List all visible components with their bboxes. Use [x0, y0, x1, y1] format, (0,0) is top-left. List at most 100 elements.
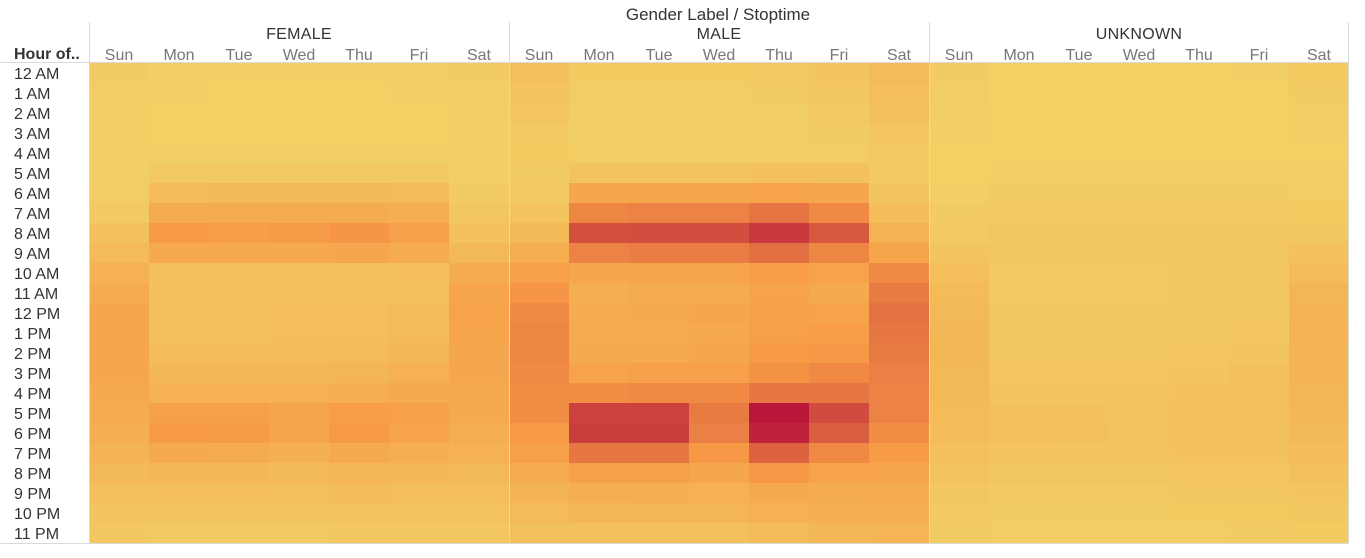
heatmap-cell: [89, 283, 149, 303]
heatmap-cell: [269, 483, 329, 503]
heatmap-cell: [1229, 483, 1289, 503]
heatmap-cell: [269, 523, 329, 543]
hour-label: 12 AM: [14, 66, 59, 83]
heatmap-cell: [689, 423, 749, 443]
heatmap-cell: [149, 383, 209, 403]
heatmap-cell: [929, 163, 989, 183]
heatmap-cell: [869, 223, 929, 243]
heatmap-cell: [869, 303, 929, 323]
heatmap-cell: [869, 243, 929, 263]
day-label: Mon: [583, 47, 614, 64]
heatmap-cell: [1229, 343, 1289, 363]
hour-label: 1 PM: [14, 326, 51, 343]
heatmap-cell: [509, 503, 569, 523]
heatmap-cell: [929, 443, 989, 463]
day-label: Wed: [283, 47, 316, 64]
heatmap-cell: [989, 183, 1049, 203]
heatmap-cell: [809, 403, 869, 423]
heatmap-cell: [569, 123, 629, 143]
hour-label: 3 AM: [14, 126, 50, 143]
heatmap-cell: [209, 143, 269, 163]
day-label: Sat: [467, 47, 492, 64]
heatmap-cell: [749, 503, 809, 523]
heatmap-cell: [269, 403, 329, 423]
heatmap-cell: [329, 103, 389, 123]
hour-label: 3 PM: [14, 366, 51, 383]
heatmap-cell: [749, 383, 809, 403]
heatmap-cell: [629, 363, 689, 383]
heatmap-cell: [1169, 103, 1229, 123]
heatmap-cell: [1229, 143, 1289, 163]
heatmap-cell: [1049, 103, 1109, 123]
heatmap-cell: [809, 263, 869, 283]
heatmap-cell: [209, 123, 269, 143]
heatmap-cell: [209, 503, 269, 523]
heatmap-cell: [869, 443, 929, 463]
heatmap-cell: [1229, 323, 1289, 343]
heatmap-cell: [809, 503, 869, 523]
heatmap-cell: [629, 523, 689, 543]
heatmap-cell: [1229, 163, 1289, 183]
heatmap-cell: [89, 143, 149, 163]
heatmap-cell: [929, 263, 989, 283]
heatmap-cell: [509, 463, 569, 483]
group-dividers: [0, 22, 1349, 544]
heatmap-cell: [1289, 363, 1349, 383]
heatmap-cell: [569, 463, 629, 483]
heatmap-cell: [1049, 243, 1109, 263]
heatmap-cell: [1169, 183, 1229, 203]
heatmap-cell: [509, 143, 569, 163]
heatmap-cell: [149, 63, 209, 83]
heatmap-cell: [1109, 363, 1169, 383]
heatmap-cell: [1289, 443, 1349, 463]
heatmap-cell: [569, 243, 629, 263]
heatmap-cell: [209, 423, 269, 443]
heatmap-cell: [209, 363, 269, 383]
heatmap-cell: [1289, 183, 1349, 203]
heatmap-cell: [1169, 503, 1229, 523]
heatmap-cell: [929, 203, 989, 223]
heatmap-cell: [449, 323, 509, 343]
heatmap-cell: [629, 383, 689, 403]
heatmap-cell: [689, 223, 749, 243]
heatmap-cell: [629, 163, 689, 183]
hour-label: 8 PM: [14, 466, 51, 483]
heatmap-cell: [389, 143, 449, 163]
heatmap-cell: [269, 303, 329, 323]
heatmap-cell: [389, 263, 449, 283]
heatmap-cell: [389, 363, 449, 383]
heatmap-cell: [209, 323, 269, 343]
heatmap-cell: [209, 343, 269, 363]
heatmap-cell: [1229, 203, 1289, 223]
heatmap-cell: [1109, 63, 1169, 83]
heatmap-cell: [389, 303, 449, 323]
heatmap-cell: [1169, 123, 1229, 143]
heatmap-cell: [329, 63, 389, 83]
heatmap-cell: [209, 523, 269, 543]
day-label: Tue: [226, 47, 253, 64]
heatmap-cell: [449, 183, 509, 203]
heatmap-cell: [1109, 143, 1169, 163]
heatmap-cell: [629, 123, 689, 143]
heatmap-cell: [629, 403, 689, 423]
heatmap-cell: [689, 523, 749, 543]
heatmap-cell: [269, 383, 329, 403]
heatmap-cell: [869, 163, 929, 183]
heatmap-cell: [929, 303, 989, 323]
heatmap-cell: [1169, 363, 1229, 383]
heatmap-cell: [809, 223, 869, 243]
heatmap-cell: [449, 523, 509, 543]
heatmap-cell: [449, 63, 509, 83]
group-label-male: MALE: [697, 26, 742, 43]
heatmap-cell: [1169, 303, 1229, 323]
heatmap-cell: [629, 483, 689, 503]
day-label: Tue: [1066, 47, 1093, 64]
heatmap-cell: [689, 343, 749, 363]
heatmap-cell: [1049, 403, 1109, 423]
heatmap-cell: [569, 183, 629, 203]
heatmap-cell: [449, 143, 509, 163]
heatmap-cell: [89, 303, 149, 323]
heatmap-cell: [1049, 283, 1109, 303]
heatmap-cell: [929, 483, 989, 503]
heatmap-cell: [389, 483, 449, 503]
